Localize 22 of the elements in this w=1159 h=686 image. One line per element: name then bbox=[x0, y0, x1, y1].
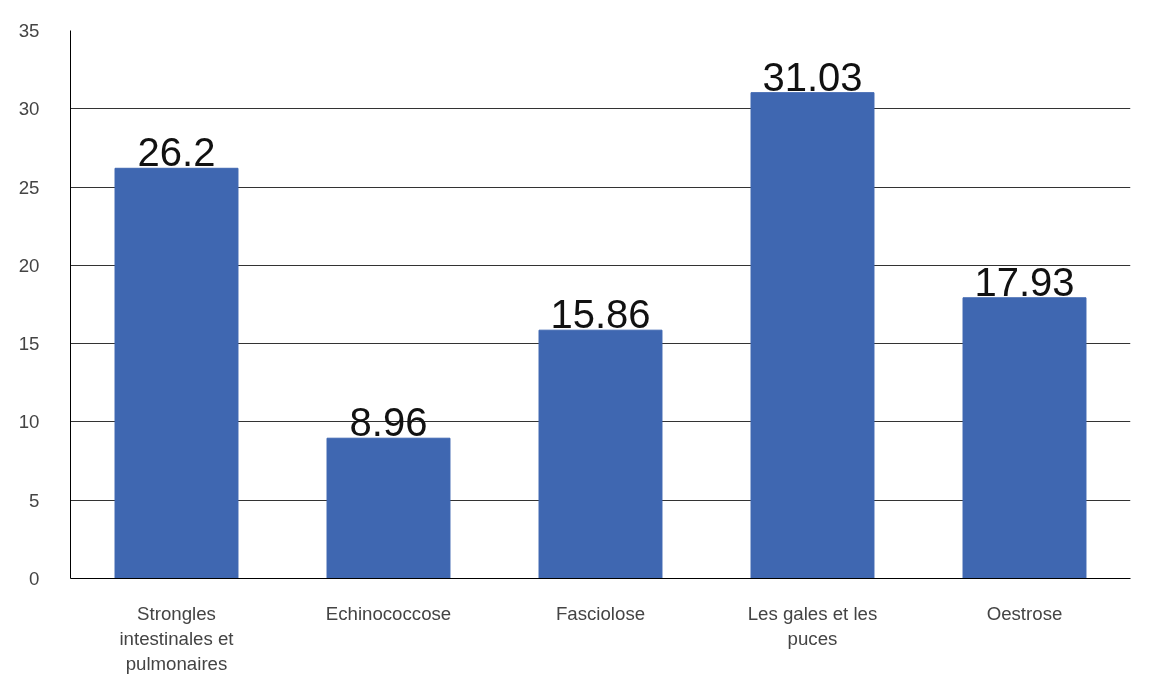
data-label: 26.2 bbox=[137, 130, 216, 175]
y-tick-label: 15 bbox=[18, 333, 40, 355]
x-tick-label: Echinococcose bbox=[325, 602, 452, 624]
x-tick-label: Strongles intestinales et pulmonaires bbox=[119, 602, 235, 674]
y-tick-label: 20 bbox=[18, 254, 40, 276]
y-tick-label: 10 bbox=[18, 411, 40, 433]
x-tick-label: Oestrose bbox=[986, 602, 1063, 624]
data-label: 31.03 bbox=[762, 54, 863, 99]
data-label: 17.93 bbox=[974, 259, 1075, 304]
bar bbox=[538, 329, 663, 579]
y-tick-label: 0 bbox=[29, 568, 40, 589]
bar bbox=[962, 297, 1087, 579]
x-tick-label: Les gales et les puces bbox=[747, 602, 878, 649]
data-label: 15.86 bbox=[550, 292, 651, 337]
x-tick-label: Fasciolose bbox=[555, 602, 646, 624]
y-tick-label: 25 bbox=[18, 176, 40, 198]
bar bbox=[326, 437, 451, 579]
y-tick-label: 35 bbox=[18, 20, 40, 41]
y-tick-label: 5 bbox=[29, 489, 40, 511]
bar bbox=[114, 167, 239, 579]
bar bbox=[750, 92, 875, 579]
y-tick-label: 30 bbox=[18, 98, 40, 120]
